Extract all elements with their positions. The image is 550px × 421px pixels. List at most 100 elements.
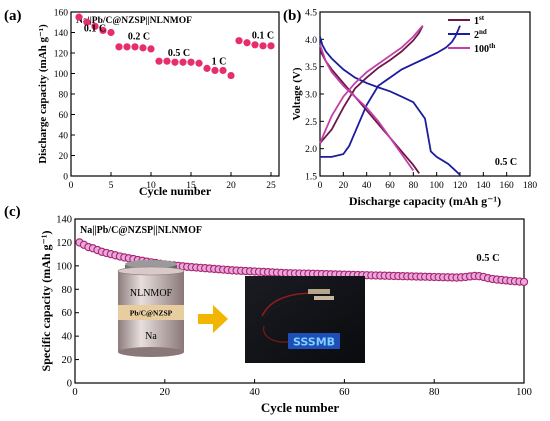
panel-a-label: (a) [4,8,22,24]
panel-b-xtick-label: 120 [453,181,468,191]
panel-b-discharge-curve-100th [319,44,415,172]
panel-c-ytick-label: 80 [62,285,73,296]
battery-rim [117,266,185,276]
panel-a-data-point [123,43,131,51]
panel-a-xtick-label: 20 [226,181,236,191]
panel-b-discharge-curve-2nd [319,36,461,176]
panel-a-data-point [83,18,91,26]
panel-a-data-point [91,22,99,30]
panel-a-data-point [163,57,171,65]
panel-a-data-point [235,37,243,45]
panel-a-points [75,13,275,80]
photo-wire-red [261,292,311,317]
panel-c-xtick-label: 0 [72,387,77,398]
panel-a-xtick-label: 10 [146,181,156,191]
panel-b-ytick-label: 2.0 [305,145,317,155]
panel-a-rate-labels: 0.1 C 0.2 C 0.5 C 1 C 0.1 C [84,23,274,67]
panel-a-rate-label: 0.5 C [168,48,190,59]
photo-wire-lower [263,325,290,343]
panel-b-xtick-label: 60 [385,181,395,191]
panel-a-data-point [179,58,187,66]
panel-b: (b) 0 20 40 60 80 100 120 140 160 180 1.5 2.0 2.5 3.0… [283,8,537,208]
arrow-icon [198,305,228,333]
panel-a-data-point [75,13,83,21]
photo-wire-black [261,296,311,319]
panel-b-legend-label: 2nd [474,28,487,41]
panel-a-data-point [243,39,251,47]
panel-a-xtick-label: 5 [109,181,114,191]
panel-c-xtick-label: 80 [429,387,440,398]
panel-a-ytick-label: 140 [54,29,69,39]
photo-led-text: SSSMB [293,336,335,349]
panel-a-xtick-label: 25 [266,181,276,191]
panel-a-data-point [147,45,155,53]
panel-a-ytick-label: 20 [59,152,69,162]
panel-c-ytick-label: 100 [56,261,72,272]
panel-b-ytick-label: 2.5 [305,118,317,128]
panel-a-annotation: Na||Pb/C@NZSP||NLNMOF [76,16,192,26]
battery-cap-top [125,260,177,268]
panel-a-ylabel: Discharge capacity (mAh g⁻¹) [37,24,49,164]
battery-cell-illustration: NLNMOF Pb/C@NZSP Na [117,260,185,357]
panel-b-xtick-label: 0 [318,181,323,191]
panel-a-rate-label: 0.2 C [128,32,150,43]
panel-a-rate-label: 0.1 C [252,31,274,42]
panel-a-data-point [251,41,259,49]
panel-b-ylabel: Voltage (V) [291,67,303,120]
panel-b-rate-label: 0.5 C [495,157,517,168]
battery-bottom [118,347,184,357]
panel-b-xtick-label: 80 [409,181,419,191]
panel-a-xlabel: Cycle number [139,184,212,198]
panel-b-legend-label: 100th [474,42,495,55]
panel-a-data-point [227,71,235,80]
panel-a-data-point [259,42,267,50]
battery-layer-anode-label: Na [145,331,157,342]
panel-a-ytick-label: 160 [54,9,69,19]
panel-a-ytick-label: 120 [54,50,69,60]
led-display-photo: SSSMB [245,276,365,363]
panel-c-ytick-label: 20 [62,355,73,366]
panel-b-curves [319,25,461,176]
panel-a-ytick-label: 100 [54,70,69,80]
panel-a-data-point [107,28,115,37]
panel-a-xtick-label: 0 [69,181,74,191]
panel-b-ytick-label: 4.0 [305,36,317,46]
panel-a: (a) Na||Pb/C@NZSP||NLNMOF 0 5 10 15 20 25 0 20 4… [4,8,280,198]
panel-a-data-point [99,26,107,35]
panel-b-xtick-label: 160 [500,181,515,191]
panel-a-frame [70,11,280,177]
photo-led-panel [288,333,340,349]
panel-b-ytick-label: 3.5 [305,63,317,73]
photo-background [245,276,365,363]
panel-c-ytick-label: 120 [56,238,72,249]
panel-c-xtick-label: 60 [339,387,350,398]
panel-a-rate-label: 0.1 C [84,23,106,34]
panel-b-xtick-label: 20 [339,181,349,191]
panel-a-ytick-label: 60 [59,111,69,121]
panel-a-data-point [219,66,227,75]
panel-a-ytick-label: 80 [59,91,69,101]
panel-a-ytick-label: 40 [59,132,69,142]
panel-c-ytick-label: 140 [56,215,72,226]
photo-clip-1 [308,289,330,294]
panel-c-xtick-label: 100 [516,387,532,398]
panel-b-xtick-label: 100 [430,181,445,191]
panel-c-xtick-label: 20 [160,387,171,398]
panel-a-data-point [115,43,123,51]
panel-a-axes: 0 5 10 15 20 25 0 20 40 60 80 100 120 140 160 [54,9,276,192]
panel-c-ytick-label: 0 [67,379,72,390]
battery-layer-electrolyte-label: Pb/C@NZSP [130,309,173,318]
panel-a-rate-label: 1 C [212,56,227,67]
panel-c-ylabel: Specific capacity (mAh g⁻¹) [39,231,53,372]
panel-a-data-point [155,57,163,65]
panel-a-data-point [139,44,147,52]
panel-a-ytick-label: 0 [63,173,68,183]
panel-a-xtick-label: 15 [186,181,196,191]
panel-b-xtick-label: 180 [523,181,538,191]
panel-c-frame [74,218,525,384]
panel-b-charge-curve-1st [319,25,424,144]
panel-b-axes: 0 20 40 60 80 100 120 140 160 180 1.5 2.0 2.5 3.0 3.5 4… [305,9,537,192]
panel-a-data-point [211,66,219,75]
panel-a-data-point [187,58,195,66]
